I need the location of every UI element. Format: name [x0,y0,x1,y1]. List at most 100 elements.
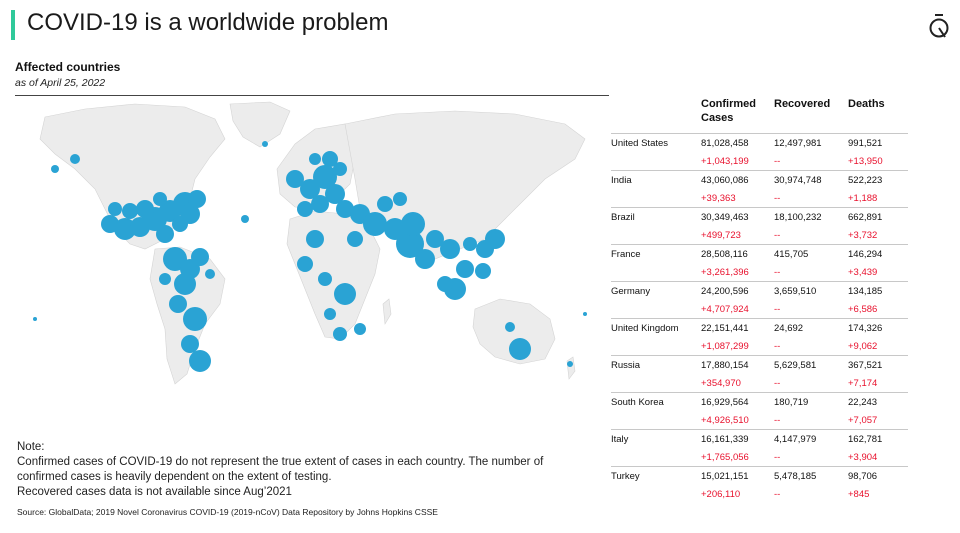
note-line: confirmed cases is heavily dependent on … [17,471,332,483]
recovered-change: -- [774,377,781,389]
table-row: Germany 24,200,596 3,659,510 134,185 [611,281,908,300]
case-bubble [108,202,122,216]
case-bubble [191,248,209,266]
note-block: Note: Confirmed cases of COVID-19 do not… [17,440,577,500]
as-of-date: as of April 25, 2022 [15,77,106,89]
confirmed-cases: 81,028,458 [701,133,774,152]
case-bubble [286,170,304,188]
note-heading: Note: [17,441,45,453]
confirmed-cases: 15,021,151 [701,466,774,485]
table-header-row: Confirmed Cases Recovered Deaths [611,97,908,134]
country-name: United Kingdom [611,318,701,337]
case-bubble [583,312,587,316]
case-bubble [377,196,393,212]
case-bubble [188,190,206,208]
case-bubble [334,283,356,305]
case-bubble [318,272,332,286]
table-row: Italy 16,161,339 4,147,979 162,781 [611,429,908,448]
case-bubble [463,237,477,251]
deaths: 162,781 [848,429,908,448]
table-row: Russia 17,880,154 5,629,581 367,521 [611,355,908,374]
case-bubble [51,165,59,173]
deaths: 991,521 [848,133,908,152]
case-bubble [393,192,407,206]
recovered-change: -- [774,192,781,204]
case-bubble [396,230,424,258]
confirmed-cases: 17,880,154 [701,355,774,374]
case-bubble [153,192,167,206]
deaths: 174,326 [848,318,908,337]
case-bubble [313,165,337,189]
deaths-change: +9,062 [848,340,878,352]
confirmed-cases: 43,060,086 [701,170,774,189]
confirmed-change: +4,926,510 [701,414,749,426]
deaths-change: +7,174 [848,377,878,389]
case-bubble [347,231,363,247]
table-change-row: +499,723 -- +3,732 [611,226,908,245]
case-bubble [437,276,453,292]
confirmed-change: +1,043,199 [701,155,749,167]
case-bubble [189,350,211,372]
table-change-row: +39,363 -- +1,188 [611,189,908,208]
country-name: South Korea [611,392,701,411]
deaths: 662,891 [848,207,908,226]
page-title: COVID-19 is a worldwide problem [27,9,389,36]
deaths: 134,185 [848,281,908,300]
recovered-change: -- [774,155,781,167]
country-name: Italy [611,429,701,448]
confirmed-cases: 16,929,564 [701,392,774,411]
case-bubble [159,273,171,285]
note-line: Confirmed cases of COVID-19 do not repre… [17,456,544,468]
case-bubble [114,218,136,240]
case-bubble [33,317,37,321]
case-bubble [169,295,187,313]
confirmed-cases: 16,161,339 [701,429,774,448]
confirmed-change: +4,707,924 [701,303,749,315]
source-citation: Source: GlobalData; 2019 Novel Coronavir… [17,507,438,517]
deaths-change: +13,950 [848,155,883,167]
recovered-cases: 5,478,185 [774,466,848,485]
table-change-row: +1,043,199 -- +13,950 [611,152,908,171]
table-change-row: +4,926,510 -- +7,057 [611,411,908,430]
recovered-change: -- [774,229,781,241]
case-bubble [440,239,460,259]
table-change-row: +354,970 -- +7,174 [611,374,908,393]
case-bubble [306,230,324,248]
case-bubble [297,256,313,272]
case-bubble [485,229,505,249]
land-australia [472,298,556,365]
case-bubble [262,141,268,147]
confirmed-cases: 30,349,463 [701,207,774,226]
case-bubble [333,162,347,176]
confirmed-change: +3,261,396 [701,266,749,278]
recovered-cases: 30,974,748 [774,170,848,189]
country-name: Germany [611,281,701,300]
case-bubble [415,249,435,269]
deaths-change: +1,188 [848,192,878,204]
recovered-cases: 180,719 [774,392,848,411]
case-bubble [309,153,321,165]
case-bubble [567,361,573,367]
recovered-cases: 12,497,981 [774,133,848,152]
table-change-row: +1,765,056 -- +3,904 [611,448,908,467]
note-line: Recovered cases data is not available si… [17,486,292,498]
case-bubble [505,322,515,332]
case-bubble [325,184,345,204]
case-bubble [336,200,354,218]
case-bubble [300,179,320,199]
table-change-row: +206,110 -- +845 [611,485,908,503]
table-change-row: +1,087,299 -- +9,062 [611,337,908,356]
land-madagascar [382,298,392,325]
recovered-change: -- [774,303,781,315]
deaths: 22,243 [848,392,908,411]
case-bubble [509,338,531,360]
case-bubble [475,263,491,279]
column-header-confirmed: Confirmed Cases [701,98,756,124]
table-change-row: +4,707,924 -- +6,586 [611,300,908,319]
country-name: France [611,244,701,263]
country-name: Turkey [611,466,701,485]
section-divider [15,95,609,96]
table-change-row: +3,261,396 -- +3,439 [611,263,908,282]
column-header-country [611,97,701,134]
table-row: United States 81,028,458 12,497,981 991,… [611,133,908,152]
